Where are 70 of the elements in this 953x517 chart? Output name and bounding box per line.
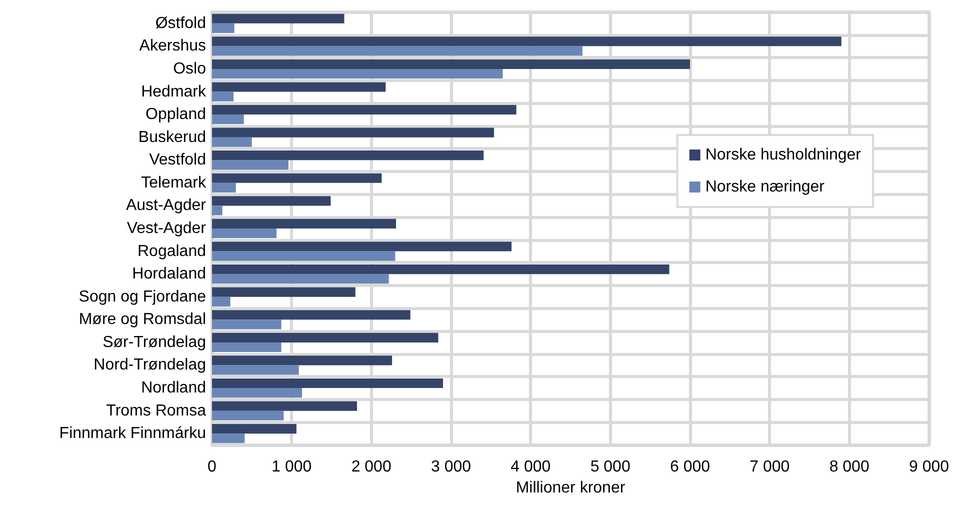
y-tick-label: Vest-Agder: [126, 220, 207, 237]
x-tick-label: 6 000: [670, 458, 710, 476]
y-tick-label: Nordland: [141, 380, 206, 397]
y-tick-label: Troms Romsa: [106, 402, 206, 420]
x-tick-label: 8 000: [829, 458, 870, 476]
bar: [212, 160, 288, 170]
x-tick-label: 9 000: [908, 458, 950, 476]
bar: [212, 104, 516, 115]
y-tick-label: Telemark: [141, 174, 207, 192]
y-tick-label: Møre og Romsdal: [78, 311, 206, 328]
bar: [212, 218, 396, 228]
bar: [212, 251, 396, 261]
bar: [212, 296, 230, 306]
y-tick-label: Østfold: [155, 14, 206, 32]
bar: [212, 320, 282, 330]
bar: [212, 182, 236, 192]
x-tick-label: 1 000: [272, 458, 312, 476]
bar: [212, 356, 392, 366]
bar: [212, 137, 252, 147]
bar: [212, 14, 344, 24]
y-tick-label: Aust-Agder: [126, 197, 207, 214]
bar: [212, 310, 410, 320]
bar: [212, 401, 357, 411]
bar: [212, 114, 244, 124]
bar: [212, 196, 331, 206]
bar: [212, 150, 484, 160]
bar: [212, 23, 234, 33]
y-tick-label: Vestfold: [149, 152, 206, 169]
bar: [212, 242, 512, 252]
bar: [212, 36, 842, 46]
y-tick-label: Finnmark Finnmárku: [59, 425, 206, 442]
bar: [212, 365, 299, 375]
y-tick-label: Sør-Trøndelag: [102, 334, 206, 351]
bar: [212, 92, 234, 102]
bar: [212, 378, 444, 388]
bar: [212, 342, 282, 352]
bar: [212, 128, 494, 138]
legend-label: Norske næringer: [705, 178, 826, 196]
bar: [212, 68, 503, 79]
y-tick-label: Oppland: [146, 106, 206, 124]
y-tick-label: Buskerud: [138, 128, 206, 146]
x-tick-label: 4 000: [510, 458, 551, 476]
bar: [212, 264, 670, 274]
y-tick-label: Sogn og Fjordane: [78, 288, 206, 306]
y-tick-label: Hedmark: [141, 83, 207, 100]
bar: [212, 287, 356, 297]
x-tick-label: 7 000: [750, 458, 790, 476]
legend-label: Norske husholdninger: [705, 146, 862, 164]
bar: [212, 410, 284, 420]
x-axis-title: Millioner kroner: [516, 479, 626, 496]
bar: [212, 82, 386, 92]
x-tick-label: 3 000: [430, 458, 472, 476]
bar: [212, 206, 222, 216]
y-tick-label: Akershus: [139, 38, 206, 55]
bar: [212, 46, 582, 56]
bar: [212, 332, 438, 342]
y-tick-label: Nord-Trøndelag: [94, 356, 206, 374]
y-tick-label: Rogaland: [138, 242, 206, 260]
x-tick-label: 2 000: [351, 458, 392, 476]
bar: [212, 59, 690, 69]
y-tick-label: Oslo: [173, 60, 206, 78]
bar: [212, 424, 296, 434]
bar: [212, 388, 302, 398]
x-tick-label: 5 000: [590, 458, 630, 476]
x-tick-label: 0: [208, 458, 217, 476]
bar: [212, 274, 389, 284]
bar: [212, 434, 245, 444]
y-tick-label: Hordaland: [132, 266, 206, 283]
bar: [212, 228, 277, 238]
bar: [212, 173, 382, 183]
